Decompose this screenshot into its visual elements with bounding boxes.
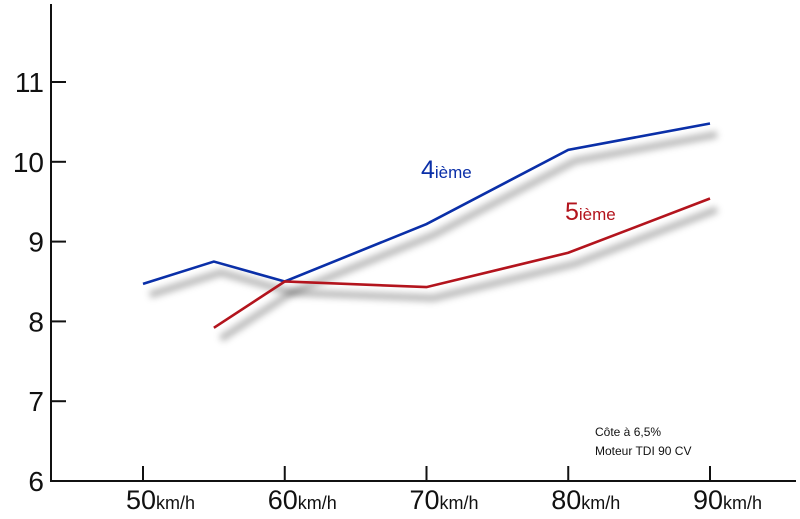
y-tick-label: 9 <box>28 227 44 258</box>
annotation-slope: Côte à 6,5% <box>595 425 661 439</box>
y-tick-label: 8 <box>28 306 44 337</box>
x-tick-label: 50km/h <box>126 485 195 515</box>
x-tick-label: 90km/h <box>693 485 762 515</box>
series-label-4ieme: 4ième <box>421 156 472 184</box>
y-tick-label: 6 <box>28 466 44 497</box>
series-line-1 <box>213 197 711 329</box>
y-tick-label: 11 <box>15 67 44 98</box>
series-line-0 <box>142 122 711 286</box>
x-tick-label: 80km/h <box>551 485 620 515</box>
x-axis-ticks: 50km/h 60km/h 70km/h 80km/h 90km/h <box>126 466 762 515</box>
annotation-engine: Moteur TDI 90 CV <box>595 444 691 458</box>
y-tick-label: 10 <box>13 147 44 178</box>
series-shadow-1 <box>218 206 719 342</box>
x-tick-label: 70km/h <box>410 485 479 515</box>
series-shadow-0 <box>148 131 718 299</box>
series-shadows <box>148 131 719 342</box>
series-lines <box>142 122 711 329</box>
y-axis-ticks: 6 7 8 9 10 11 <box>13 67 66 497</box>
y-tick-label: 7 <box>28 386 44 417</box>
series-label-5ieme: 5ième <box>565 198 616 226</box>
x-tick-label: 60km/h <box>268 485 337 515</box>
